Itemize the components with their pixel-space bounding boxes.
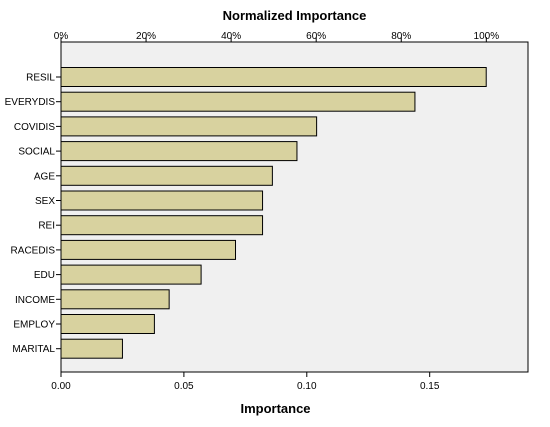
x-tick-label: 0.10 xyxy=(297,381,317,392)
bar-covidis xyxy=(60,116,318,137)
top-axis-tick-label: 100% xyxy=(474,31,500,42)
category-label: SOCIAL xyxy=(18,147,55,158)
top-axis-tick-label: 40% xyxy=(221,31,241,42)
bar-employ xyxy=(60,314,155,334)
category-label: RACEDIS xyxy=(11,245,56,256)
category-label: AGE xyxy=(34,171,55,182)
bar-racedis xyxy=(60,239,237,260)
x-tick-label: 0.15 xyxy=(420,381,440,392)
category-label: COVIDIS xyxy=(14,122,55,133)
category-label: SEX xyxy=(35,196,55,207)
bar-age xyxy=(60,165,273,186)
bar-resil xyxy=(60,67,487,87)
x-tick-label: 0.05 xyxy=(174,381,194,392)
bar-sex xyxy=(60,190,264,211)
top-axis-tick-label: 60% xyxy=(306,31,326,42)
bar-rei xyxy=(60,215,264,236)
category-label: INCOME xyxy=(15,295,55,306)
category-label: RESIL xyxy=(26,73,55,84)
top-axis-tick-label: 20% xyxy=(136,31,156,42)
bar-everydis xyxy=(60,91,416,112)
category-label: EVERYDIS xyxy=(5,97,56,108)
top-axis-tick-label: 0% xyxy=(54,31,69,42)
bar-income xyxy=(60,289,170,310)
category-label: EMPLOY xyxy=(13,320,55,331)
x-axis-title: Importance xyxy=(240,401,310,416)
bar-edu xyxy=(60,264,202,285)
category-label: MARITAL xyxy=(12,344,55,355)
category-label: REI xyxy=(38,221,55,232)
bar-social xyxy=(60,141,298,162)
x-tick-label: 0.00 xyxy=(51,381,71,392)
top-axis-title: Normalized Importance xyxy=(223,8,367,23)
bar-marital xyxy=(60,338,123,359)
top-axis-tick-label: 80% xyxy=(391,31,411,42)
category-label: EDU xyxy=(34,270,55,281)
